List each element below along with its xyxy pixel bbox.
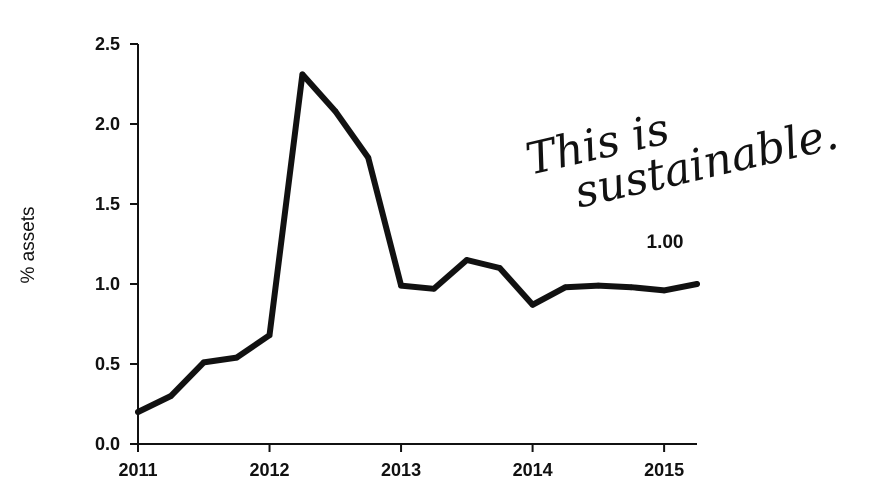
x-tick-label: 2014	[513, 460, 553, 480]
y-tick-label: 2.0	[95, 114, 120, 134]
data-point	[365, 154, 372, 161]
y-axis-title: % assets	[18, 206, 39, 283]
data-point	[430, 285, 437, 292]
data-point	[694, 281, 700, 287]
y-tick-label: 0.5	[95, 354, 120, 374]
y-tick-label: 0.0	[95, 434, 120, 454]
data-point	[496, 265, 503, 271]
data-point	[135, 409, 141, 415]
data-point	[332, 108, 339, 115]
y-tick-label: 1.5	[95, 194, 120, 214]
series-line	[135, 71, 700, 415]
data-point	[167, 393, 174, 399]
data-point	[463, 257, 470, 263]
data-point	[529, 301, 536, 308]
data-point	[661, 287, 668, 294]
data-point	[200, 359, 207, 366]
data-point	[398, 282, 405, 289]
x-tick-label: 2011	[118, 460, 157, 480]
x-tick-label: 2013	[381, 460, 421, 480]
data-point	[266, 332, 273, 339]
data-point	[299, 71, 306, 78]
data-point	[233, 354, 240, 361]
data-point	[562, 284, 569, 291]
handwritten-note: This is sustainable.	[521, 103, 843, 218]
y-tick-label: 2.5	[95, 34, 120, 54]
end-value-label: 1.00	[647, 232, 684, 253]
x-ticks: 2011 2012 2013 2014 2015	[118, 444, 684, 480]
y-ticks: 0.0 0.5 1.0 1.5 2.0 2.5	[95, 34, 138, 454]
y-tick-label: 1.0	[95, 274, 120, 294]
data-points	[135, 71, 700, 415]
axes	[137, 44, 697, 445]
x-tick-label: 2015	[644, 460, 684, 480]
data-point	[628, 284, 635, 291]
x-tick-label: 2012	[250, 460, 290, 480]
data-point	[595, 282, 602, 289]
